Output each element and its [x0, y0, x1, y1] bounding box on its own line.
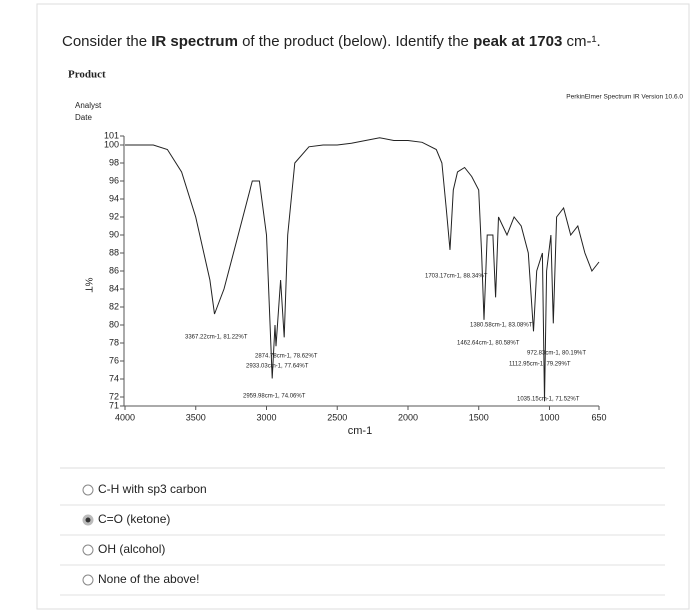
question: Consider the IR spectrum of the product …: [62, 33, 601, 50]
x-tick-label: 1500: [469, 412, 489, 422]
peak-label: 3367.22cm-1, 81.22%T: [185, 335, 248, 341]
x-tick-label: 3500: [186, 412, 206, 422]
date-label: Date: [75, 113, 92, 122]
option-label: C=O (ketone): [98, 512, 170, 526]
question-part: cm-¹.: [562, 33, 600, 50]
y-tick-label: 71: [109, 400, 119, 410]
peak-label: 1035.15cm-1, 71.52%T: [517, 397, 580, 403]
peak-label: 1703.17cm-1, 88.34%T: [425, 274, 488, 280]
y-tick-label: 72: [109, 391, 119, 401]
analyst-label: Analyst: [75, 101, 102, 110]
y-tick-label: 101: [104, 130, 119, 140]
x-tick-label: 4000: [115, 412, 135, 422]
option-label: OH (alcohol): [98, 542, 165, 556]
option-label: C-H with sp3 carbon: [98, 482, 207, 496]
y-tick-label: 80: [109, 319, 119, 329]
x-tick-label: 2000: [398, 412, 418, 422]
peak-label: 1112.95cm-1, 79.29%T: [509, 362, 571, 368]
y-tick-label: 74: [109, 373, 119, 383]
question-part: Consider the: [62, 33, 151, 50]
y-axis-label: %T: [82, 278, 93, 293]
section-label: Product: [68, 69, 106, 81]
y-tick-label: 96: [109, 175, 119, 185]
y-tick-label: 100: [104, 139, 119, 149]
frame: [36, 3, 690, 610]
y-tick-label: 94: [109, 193, 119, 203]
peak-label: 2874.78cm-1, 78.62%T: [255, 354, 318, 360]
y-tick-label: 86: [109, 265, 119, 275]
software-label: PerkinElmer Spectrum IR Version 10.6.0: [566, 94, 683, 101]
x-tick-label: 3000: [256, 412, 276, 422]
radio-button: [82, 514, 94, 526]
y-tick-label: 98: [109, 157, 119, 167]
y-tick-label: 76: [109, 355, 119, 365]
radio-button: [82, 544, 94, 556]
y-tick-label: 78: [109, 337, 119, 347]
peak-label: 972.83cm-1, 80.19%T: [527, 351, 586, 357]
x-axis-label: cm-1: [348, 425, 372, 437]
question-part: IR spectrum: [151, 33, 238, 50]
peak-label: 1380.58cm-1, 83.08%T: [470, 323, 533, 329]
y-tick-label: 88: [109, 247, 119, 257]
x-tick-label: 1000: [539, 412, 559, 422]
radio-button: [82, 574, 94, 586]
question-part: of the product (below). Identify the: [238, 33, 473, 50]
spectrum-line: [125, 137, 600, 402]
peak-label: 1462.64cm-1, 80.58%T: [457, 341, 520, 347]
y-tick-label: 92: [109, 211, 119, 221]
question-part: peak at 1703: [473, 33, 562, 50]
radio-button: [82, 484, 94, 496]
peak-label: 2933.03cm-1, 77.64%T: [246, 364, 309, 370]
x-tick-label: 2500: [327, 412, 347, 422]
option-label: None of the above!: [98, 572, 199, 586]
y-tick-label: 82: [109, 301, 119, 311]
y-tick-label: 90: [109, 229, 119, 239]
peak-label: 2959.98cm-1, 74.06%T: [243, 394, 306, 400]
y-tick-label: 84: [109, 283, 119, 293]
x-tick-label: 650: [591, 412, 606, 422]
